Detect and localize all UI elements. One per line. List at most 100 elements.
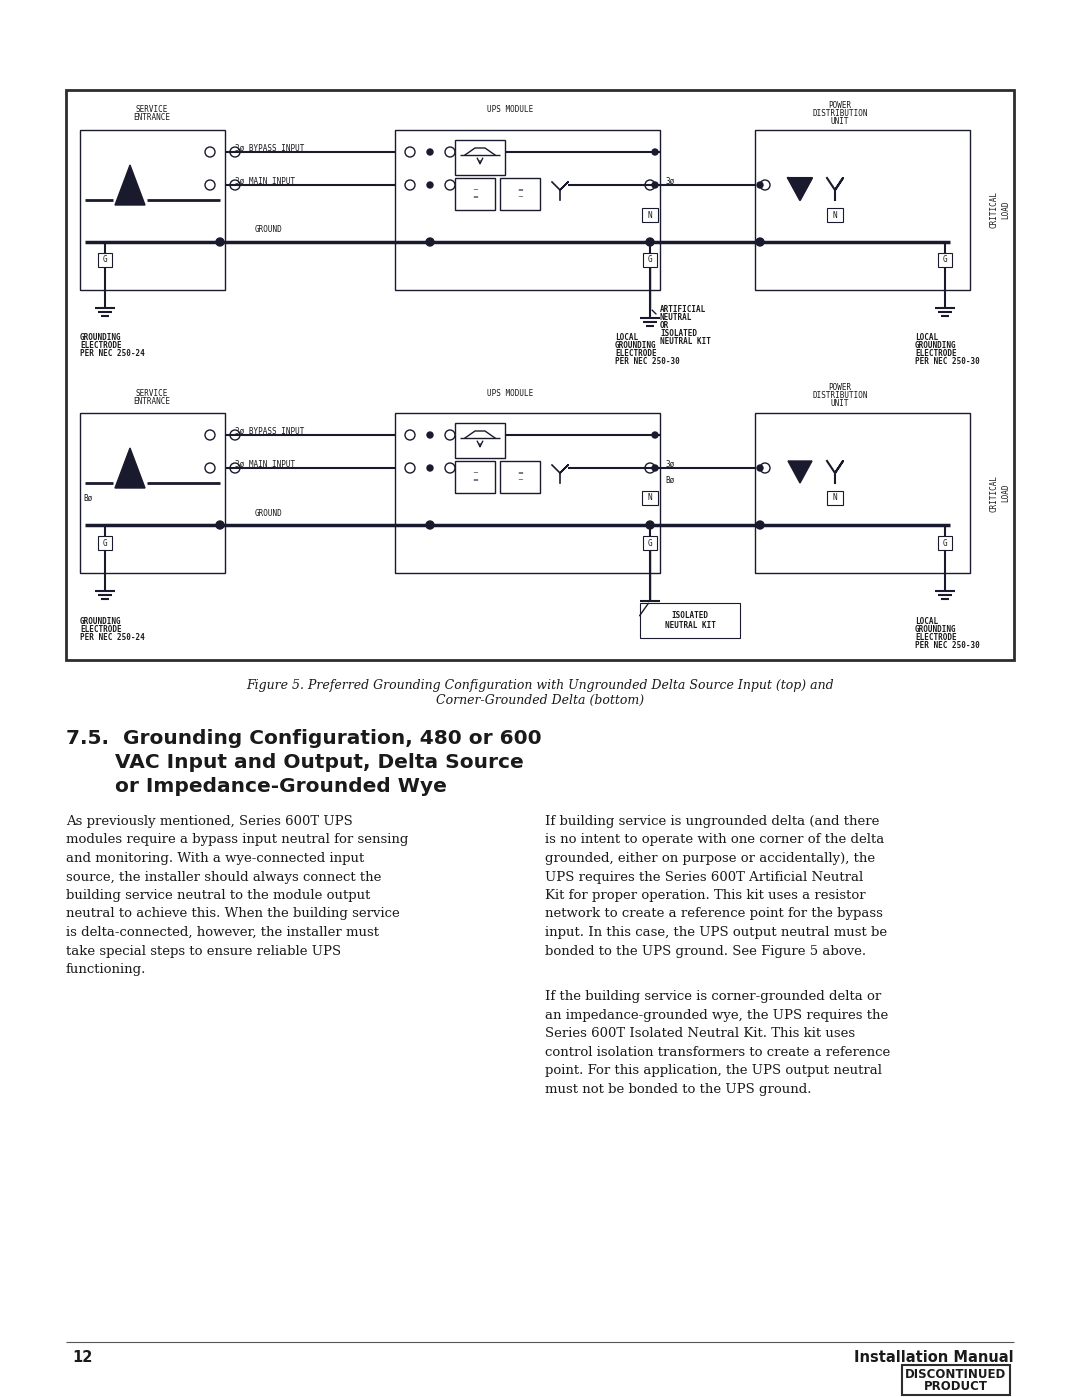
Bar (643, 536, 657, 550)
Bar (755, 130, 970, 291)
Bar (395, 130, 660, 291)
Circle shape (230, 462, 240, 474)
Circle shape (216, 237, 224, 246)
Bar (500, 461, 540, 493)
Text: ISOLATED: ISOLATED (672, 610, 708, 619)
Text: CRITICAL
LOAD: CRITICAL LOAD (990, 191, 1010, 229)
Bar (939, 253, 951, 267)
Polygon shape (788, 461, 812, 483)
Circle shape (427, 432, 433, 439)
Circle shape (756, 237, 764, 246)
Text: PER NEC 250-24: PER NEC 250-24 (80, 349, 145, 359)
Circle shape (445, 180, 455, 190)
Circle shape (652, 149, 658, 155)
Text: ISOLATED: ISOLATED (660, 330, 697, 338)
Circle shape (205, 147, 215, 156)
Text: ELECTRODE: ELECTRODE (80, 624, 122, 633)
Circle shape (760, 462, 770, 474)
Circle shape (405, 430, 415, 440)
Circle shape (427, 465, 433, 471)
Bar (98, 253, 112, 267)
Text: LOCAL: LOCAL (615, 334, 638, 342)
Circle shape (757, 465, 762, 471)
Text: PER NEC 250-30: PER NEC 250-30 (615, 358, 679, 366)
Text: GROUND: GROUND (255, 225, 283, 235)
Text: =
~: = ~ (517, 187, 523, 201)
Text: UNIT: UNIT (831, 400, 849, 408)
Bar (640, 604, 740, 638)
Text: Corner-Grounded Delta (bottom): Corner-Grounded Delta (bottom) (436, 693, 644, 707)
Text: ELECTRODE: ELECTRODE (615, 349, 657, 359)
Text: G: G (648, 538, 652, 548)
Text: 12: 12 (72, 1351, 93, 1365)
Text: ELECTRODE: ELECTRODE (915, 349, 957, 359)
Circle shape (646, 521, 654, 529)
Circle shape (652, 182, 658, 189)
Circle shape (645, 180, 654, 190)
Bar (455, 140, 505, 175)
Bar (642, 208, 658, 222)
Circle shape (216, 521, 224, 529)
Text: 3ø BYPASS INPUT: 3ø BYPASS INPUT (235, 144, 305, 152)
Text: 3ø: 3ø (665, 460, 674, 468)
Text: G: G (943, 256, 947, 264)
Text: N: N (648, 211, 652, 219)
Bar (902, 1365, 1010, 1396)
Text: =
~: = ~ (517, 471, 523, 483)
Bar (500, 177, 540, 210)
Circle shape (230, 430, 240, 440)
Text: ~
=: ~ = (472, 471, 478, 483)
Text: If the building service is corner-grounded delta or
an impedance-grounded wye, t: If the building service is corner-ground… (545, 990, 890, 1095)
Text: POWER: POWER (828, 101, 851, 109)
Text: UPS MODULE: UPS MODULE (487, 106, 534, 115)
Text: OR: OR (660, 321, 670, 331)
Text: Bø: Bø (83, 493, 92, 503)
Polygon shape (788, 177, 812, 200)
Text: GROUNDING: GROUNDING (80, 616, 122, 626)
Text: NEUTRAL: NEUTRAL (660, 313, 692, 323)
Text: G: G (103, 538, 107, 548)
Bar (939, 536, 951, 550)
Text: GROUNDING: GROUNDING (915, 341, 957, 351)
Bar (755, 414, 970, 573)
Bar (80, 414, 225, 573)
Text: LOCAL: LOCAL (915, 334, 939, 342)
Bar (642, 490, 658, 504)
Bar (455, 177, 495, 210)
Text: PER NEC 250-24: PER NEC 250-24 (80, 633, 145, 641)
Text: VAC Input and Output, Delta Source: VAC Input and Output, Delta Source (66, 753, 524, 771)
Text: ~
=: ~ = (472, 187, 478, 201)
Circle shape (427, 149, 433, 155)
Text: SERVICE: SERVICE (136, 106, 168, 115)
Circle shape (426, 237, 434, 246)
Text: LOCAL: LOCAL (915, 616, 939, 626)
Circle shape (445, 147, 455, 156)
Text: 3ø BYPASS INPUT: 3ø BYPASS INPUT (235, 426, 305, 436)
Circle shape (646, 237, 654, 246)
Circle shape (405, 462, 415, 474)
Circle shape (757, 182, 762, 189)
Circle shape (205, 430, 215, 440)
Circle shape (760, 180, 770, 190)
Text: DISTRIBUTION: DISTRIBUTION (812, 109, 867, 117)
Text: PRODUCT: PRODUCT (924, 1379, 988, 1393)
Polygon shape (114, 165, 145, 205)
Text: G: G (943, 538, 947, 548)
Text: GROUNDING: GROUNDING (615, 341, 657, 351)
Text: 7.5.  Grounding Configuration, 480 or 600: 7.5. Grounding Configuration, 480 or 600 (66, 728, 542, 747)
Circle shape (405, 180, 415, 190)
Text: DISCONTINUED: DISCONTINUED (905, 1369, 1007, 1382)
Bar (66, 89, 1014, 659)
Circle shape (652, 465, 658, 471)
Text: G: G (648, 256, 652, 264)
Circle shape (405, 147, 415, 156)
Circle shape (645, 462, 654, 474)
Bar (80, 130, 225, 291)
Text: GROUNDING: GROUNDING (915, 624, 957, 633)
Text: DISTRIBUTION: DISTRIBUTION (812, 391, 867, 401)
Circle shape (205, 180, 215, 190)
Circle shape (652, 432, 658, 439)
Text: GROUNDING: GROUNDING (80, 334, 122, 342)
Text: Bø: Bø (665, 475, 674, 485)
Text: or Impedance-Grounded Wye: or Impedance-Grounded Wye (66, 777, 447, 795)
